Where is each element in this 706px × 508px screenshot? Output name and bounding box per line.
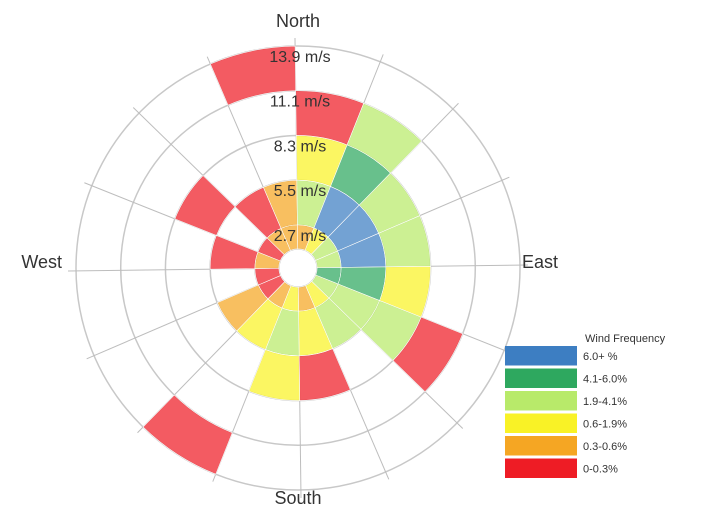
legend: Wind Frequency 6.0+ % 4.1-6.0% 1.9-4.1% 0.6… (505, 333, 666, 478)
speed-ring-labels: 2.7 m/s 5.5 m/s 8.3 m/s 11.1 m/s 13.9 m/s (269, 49, 330, 245)
legend-swatch (505, 346, 577, 366)
direction-label-south: South (274, 488, 321, 508)
wind-petal (209, 45, 296, 106)
wind-petal (216, 284, 269, 332)
speed-ring-label: 2.7 m/s (274, 228, 326, 245)
legend-label: 0.3-0.6% (583, 441, 627, 453)
wind-petal (248, 349, 301, 401)
speed-ring-4 (75, 45, 521, 491)
speed-ring-label: 11.1 m/s (270, 94, 330, 111)
wind-petals (142, 45, 464, 475)
legend-label: 0-0.3% (583, 463, 618, 475)
wind-petal (346, 102, 423, 174)
legend-swatch (505, 458, 577, 478)
legend-label: 6.0+ % (583, 351, 618, 363)
wind-petal (298, 348, 351, 401)
wind-petal (392, 316, 464, 393)
direction-label-east: East (522, 252, 558, 272)
speed-ring-label: 8.3 m/s (274, 138, 326, 155)
speed-ring-label: 13.9 m/s (269, 49, 330, 66)
legend-swatch (505, 436, 577, 456)
direction-label-west: West (21, 252, 62, 272)
legend-swatch (505, 368, 577, 388)
legend-swatch (505, 391, 577, 411)
direction-labels: North East South West (21, 11, 558, 508)
legend-swatch (505, 413, 577, 433)
legend-label: 0.6-1.9% (583, 418, 627, 430)
direction-label-north: North (276, 11, 320, 31)
legend-label: 1.9-4.1% (583, 396, 627, 408)
legend-label: 4.1-6.0% (583, 373, 627, 385)
wind-petal (209, 235, 259, 270)
wind-petal (174, 175, 236, 236)
legend-title: Wind Frequency (585, 333, 666, 345)
speed-ring-label: 5.5 m/s (274, 183, 326, 200)
wind-petal (234, 186, 282, 239)
wind-petal (142, 394, 233, 475)
